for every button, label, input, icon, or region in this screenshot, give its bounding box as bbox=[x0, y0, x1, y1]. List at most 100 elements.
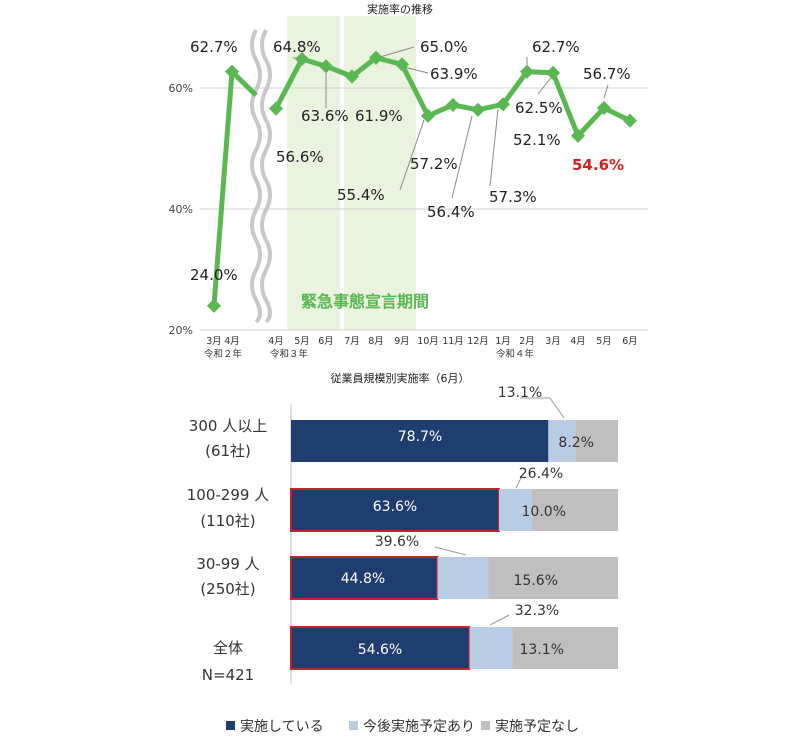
emergency-period-label: 緊急事態宣言期間 bbox=[301, 292, 429, 311]
data-label: 65.0% bbox=[420, 38, 468, 56]
data-point-marker bbox=[596, 100, 612, 116]
era-label: 令和３年 bbox=[270, 348, 309, 360]
data-label: 56.7% bbox=[583, 65, 631, 83]
data-label: 62.5% bbox=[515, 99, 563, 117]
x-tick-label: 1月 bbox=[495, 336, 511, 347]
data-label: 61.9% bbox=[355, 107, 403, 125]
bar-segment bbox=[512, 627, 618, 669]
data-point-marker bbox=[394, 57, 410, 72]
bar-segment bbox=[498, 489, 532, 531]
bar-data-label: 8.2% bbox=[558, 435, 594, 451]
x-tick-label: 11月 bbox=[442, 336, 464, 347]
data-label: 54.6% bbox=[572, 156, 624, 174]
bar-chart-title: 従業員規模別実施率（6月） bbox=[331, 371, 470, 385]
data-label: 63.6% bbox=[301, 107, 349, 125]
line-chart-title: 実施率の推移 bbox=[367, 2, 433, 16]
bar-category-sublabel: (110社) bbox=[200, 512, 255, 530]
x-tick-label: 4月 bbox=[570, 336, 586, 347]
x-tick-label: 9月 bbox=[394, 336, 410, 347]
bar-segment bbox=[575, 420, 618, 462]
x-tick-label: 3月 bbox=[206, 336, 222, 347]
data-point-marker bbox=[470, 102, 486, 117]
data-point-marker bbox=[420, 108, 436, 123]
bar-data-label: 44.8% bbox=[341, 571, 385, 587]
x-tick-label: 3月 bbox=[545, 336, 561, 347]
bar-category-sublabel: (250社) bbox=[200, 580, 255, 598]
y-tick-label: 40% bbox=[169, 203, 193, 216]
bar-segment bbox=[488, 557, 618, 599]
data-point-marker bbox=[368, 50, 384, 65]
leader-line bbox=[515, 477, 522, 489]
bar-segment bbox=[290, 488, 500, 532]
data-label: 63.9% bbox=[430, 65, 478, 83]
leader-line bbox=[434, 546, 467, 556]
x-tick-label: 7月 bbox=[344, 336, 360, 347]
data-label: 55.4% bbox=[337, 186, 385, 204]
data-point-marker bbox=[268, 101, 284, 116]
leader-line bbox=[520, 397, 565, 419]
data-label: 24.0% bbox=[190, 266, 238, 284]
bar-category-label: 300 人以上 bbox=[189, 417, 267, 435]
leader-line bbox=[451, 115, 473, 199]
legend-label: 実施予定なし bbox=[495, 719, 579, 735]
bar-data-label: 13.1% bbox=[498, 385, 542, 401]
bar-category-label: 100-299 人 bbox=[187, 486, 269, 504]
x-tick-label: 4月 bbox=[268, 336, 284, 347]
data-point-marker bbox=[495, 97, 511, 112]
x-tick-label: 6月 bbox=[622, 336, 638, 347]
bar-segment bbox=[290, 556, 439, 600]
bar-segment bbox=[291, 420, 549, 462]
bar-segment bbox=[548, 420, 576, 462]
y-tick-label: 60% bbox=[169, 82, 193, 95]
era-label: 令和４年 bbox=[496, 348, 535, 360]
legend-label: 今後実施予定あり bbox=[363, 719, 475, 735]
x-tick-label: 10月 bbox=[417, 336, 439, 347]
data-label: 57.3% bbox=[489, 188, 537, 206]
data-point-marker bbox=[206, 298, 222, 313]
bar-category-label: 全体 bbox=[213, 639, 243, 657]
leader-line bbox=[489, 614, 510, 626]
legend-swatch bbox=[226, 721, 235, 730]
data-label: 64.8% bbox=[273, 38, 321, 56]
bar-category-sublabel: N=421 bbox=[202, 666, 254, 684]
data-point-marker bbox=[570, 128, 586, 143]
data-point-marker bbox=[318, 59, 334, 74]
series-line-segment bbox=[230, 69, 258, 98]
data-label: 56.4% bbox=[427, 203, 475, 221]
x-tick-label: 2月 bbox=[519, 336, 535, 347]
data-label: 56.6% bbox=[276, 148, 324, 166]
series-line-segment bbox=[211, 71, 235, 306]
bar-segment bbox=[469, 627, 513, 669]
x-tick-label: 5月 bbox=[596, 336, 612, 347]
axis-break-line bbox=[250, 29, 262, 324]
bar-data-label: 32.3% bbox=[515, 603, 559, 619]
leader-line bbox=[399, 119, 425, 191]
bar-data-label: 26.4% bbox=[519, 466, 563, 482]
leader-line bbox=[403, 66, 429, 74]
bar-data-label: 63.6% bbox=[373, 499, 417, 515]
data-point-marker bbox=[519, 64, 535, 79]
data-label: 62.7% bbox=[190, 38, 238, 56]
data-label: 52.1% bbox=[513, 131, 561, 149]
x-tick-label: 6月 bbox=[318, 336, 334, 347]
x-tick-label: 4月 bbox=[224, 336, 240, 347]
era-label: 令和２年 bbox=[204, 348, 243, 360]
y-tick-label: 20% bbox=[169, 324, 193, 337]
axis-break-line bbox=[260, 29, 272, 324]
data-point-marker bbox=[344, 69, 360, 84]
data-point-marker bbox=[445, 97, 461, 113]
bar-data-label: 15.6% bbox=[514, 573, 558, 589]
legend-swatch bbox=[349, 721, 358, 730]
bar-data-label: 54.6% bbox=[358, 642, 402, 658]
leader-line bbox=[603, 84, 609, 99]
data-point-marker bbox=[294, 51, 310, 67]
x-tick-label: 12月 bbox=[467, 336, 489, 347]
bar-data-label: 39.6% bbox=[375, 534, 419, 550]
bar-segment bbox=[290, 626, 471, 670]
bar-category-label: 30-99 人 bbox=[196, 555, 259, 573]
data-point-marker bbox=[622, 113, 638, 128]
bar-data-label: 13.1% bbox=[520, 642, 564, 658]
leader-line bbox=[489, 108, 499, 187]
leader-line bbox=[537, 74, 554, 95]
x-tick-label: 8月 bbox=[368, 336, 384, 347]
